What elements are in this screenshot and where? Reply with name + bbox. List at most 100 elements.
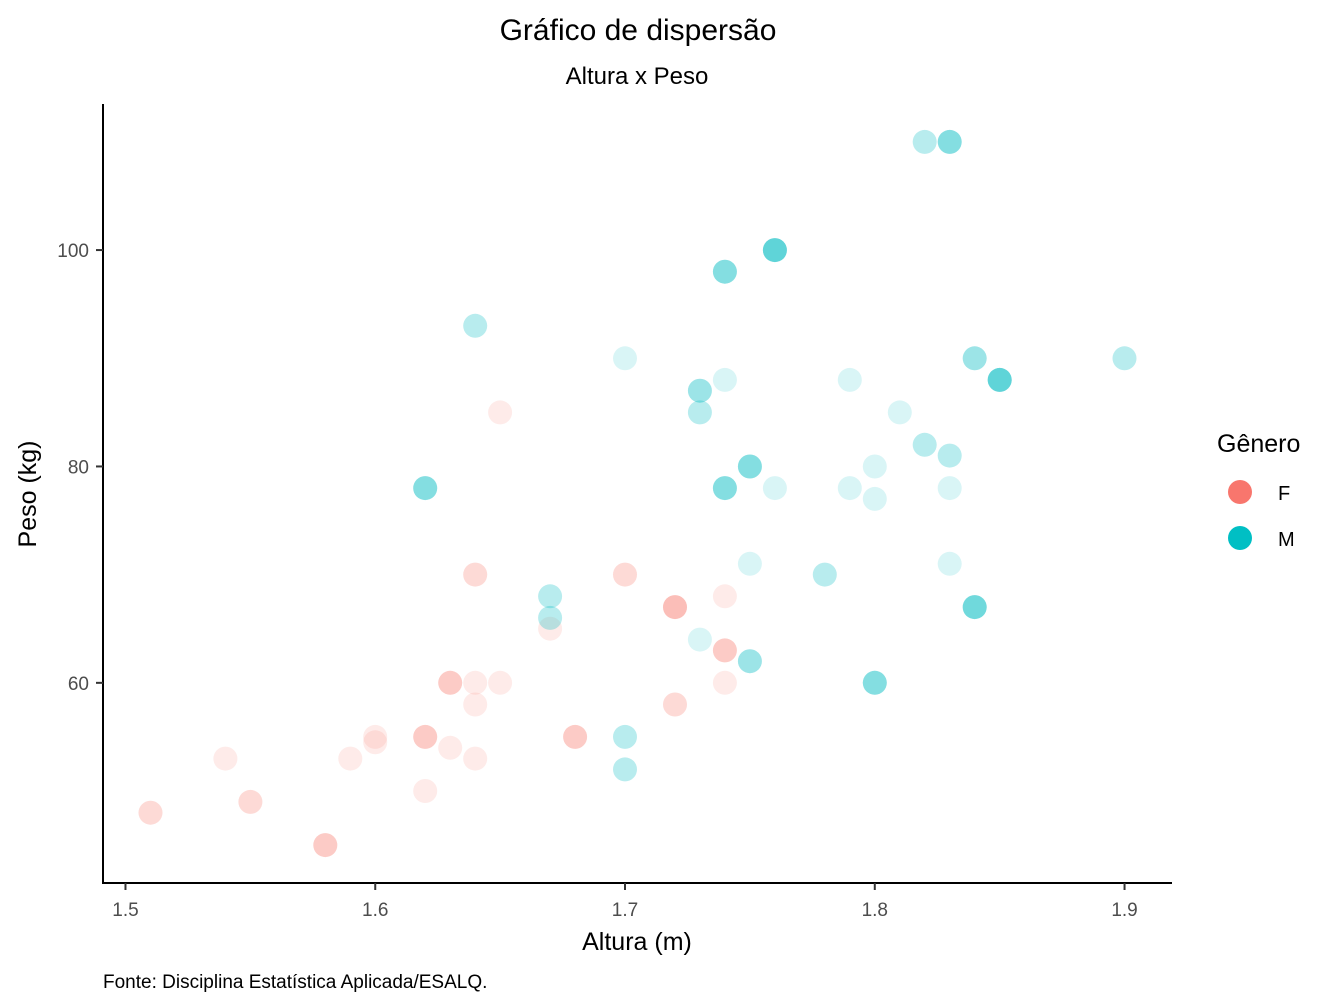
data-point: [737, 649, 762, 674]
data-point: [1112, 346, 1137, 371]
data-point: [737, 551, 762, 576]
data-point: [413, 476, 438, 501]
y-tick-label: 100: [57, 241, 89, 262]
data-point: [438, 735, 463, 760]
y-tick-label: 80: [68, 457, 89, 478]
data-point: [987, 367, 1012, 392]
data-point: [463, 746, 488, 771]
data-point: [837, 367, 862, 392]
data-point: [413, 476, 438, 501]
data-point: [538, 584, 563, 609]
data-point: [712, 638, 737, 663]
data-point: [887, 400, 912, 425]
data-point: [488, 670, 513, 695]
data-point: [363, 724, 388, 749]
data-point: [438, 670, 463, 695]
data-point: [812, 562, 837, 587]
data-point: [363, 730, 388, 755]
data-point: [737, 454, 762, 479]
data-point: [463, 670, 488, 695]
data-point: [737, 454, 762, 479]
data-point: [962, 346, 987, 371]
x-tick-label: 1.9: [1111, 900, 1137, 921]
data-point: [862, 670, 887, 695]
data-point: [538, 605, 563, 630]
data-point: [962, 595, 987, 620]
data-point: [413, 476, 438, 501]
data-point: [937, 129, 962, 154]
data-point: [538, 616, 563, 641]
data-point: [937, 443, 962, 468]
data-point: [663, 595, 687, 620]
data-point: [712, 476, 737, 501]
data-point: [313, 833, 338, 858]
data-point: [613, 757, 637, 782]
data-point: [463, 313, 488, 338]
data-point: [737, 454, 762, 479]
x-axis-ticks: 1.5 1.6 1.7 1.8 1.9: [112, 883, 1138, 921]
data-point: [463, 692, 488, 717]
data-point: [937, 129, 962, 154]
legend: Gênero F M: [1217, 430, 1300, 551]
data-point: [862, 670, 887, 695]
data-point: [862, 670, 887, 695]
chart-caption: Fonte: Disciplina Estatística Aplicada/E…: [103, 972, 487, 993]
legend-key-m: [1228, 526, 1252, 550]
data-point: [737, 649, 762, 674]
legend-title: Gênero: [1217, 430, 1300, 458]
data-point: [837, 476, 862, 501]
data-point: [538, 584, 563, 609]
data-point: [987, 367, 1012, 392]
x-tick-label: 1.7: [612, 900, 638, 921]
chart-title: Gráfico de dispersão: [500, 14, 777, 47]
data-point: [712, 584, 737, 609]
data-point: [663, 595, 687, 620]
data-point: [712, 476, 737, 501]
data-point: [613, 562, 637, 587]
data-point: [712, 476, 737, 501]
data-point: [712, 476, 737, 501]
data-point: [413, 779, 438, 803]
data-point: [987, 367, 1012, 392]
data-point: [687, 378, 712, 403]
data-point: [862, 486, 887, 511]
y-tick-label: 60: [68, 674, 89, 695]
data-point: [912, 129, 937, 154]
data-point: [438, 670, 463, 695]
data-point: [663, 692, 687, 717]
data-point: [663, 595, 687, 620]
data-point: [962, 595, 987, 620]
points-layer: [138, 129, 1137, 858]
legend-label-m: M: [1278, 529, 1295, 551]
data-point: [1112, 346, 1137, 371]
data-point: [687, 400, 712, 425]
x-axis-title: Altura (m): [582, 928, 692, 956]
data-point: [663, 595, 687, 620]
y-axis-title: Peso (kg): [14, 441, 42, 548]
data-point: [413, 476, 438, 501]
data-point: [687, 378, 712, 403]
data-point: [613, 757, 637, 782]
data-point: [987, 367, 1012, 392]
data-point: [737, 649, 762, 674]
data-point: [737, 454, 762, 479]
data-point: [962, 346, 987, 371]
data-point: [762, 238, 787, 263]
data-point: [463, 313, 488, 338]
x-tick-label: 1.8: [862, 900, 888, 921]
data-point: [962, 346, 987, 371]
data-point: [687, 627, 712, 652]
data-point: [712, 670, 737, 695]
data-point: [912, 432, 937, 457]
data-point: [912, 432, 937, 457]
data-point: [313, 833, 338, 858]
data-point: [238, 789, 263, 814]
data-point: [937, 443, 962, 468]
data-point: [762, 476, 787, 501]
data-point: [762, 238, 787, 263]
data-point: [613, 724, 637, 749]
data-point: [937, 129, 962, 154]
data-point: [338, 746, 363, 771]
data-point: [937, 476, 962, 501]
